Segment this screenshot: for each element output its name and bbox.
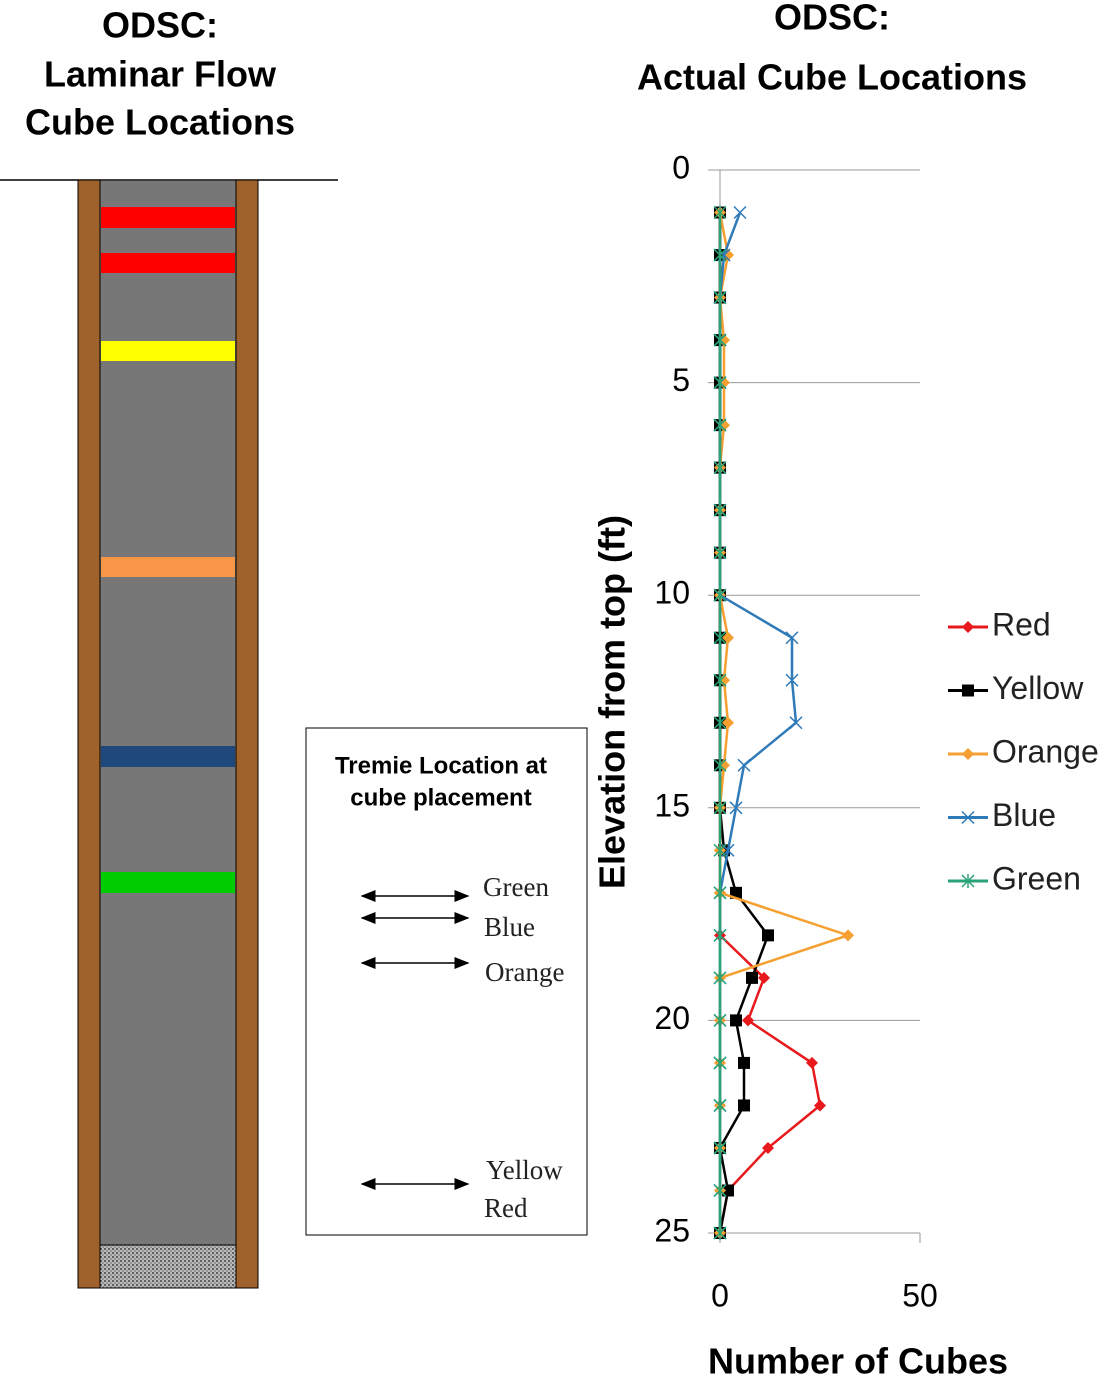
cube-band — [101, 557, 235, 577]
legend-marker — [961, 874, 975, 888]
marker — [746, 971, 758, 984]
cube-band — [101, 746, 235, 767]
tremie-label: Green — [483, 872, 549, 902]
diagram: ODSC: Laminar Flow Cube Locations Tremie… — [0, 5, 588, 1289]
legend-marker — [962, 748, 974, 760]
legend-label: Yellow — [992, 670, 1084, 706]
marker — [722, 1184, 734, 1197]
box-title: Tremie Location at — [335, 752, 547, 779]
gravel — [99, 1244, 237, 1289]
legend-label: Blue — [992, 797, 1056, 833]
marker — [730, 1014, 742, 1027]
y-tick-label: 15 — [654, 787, 690, 823]
series-line — [718, 212, 822, 1234]
marker — [713, 758, 727, 773]
marker — [733, 205, 747, 220]
x-tick-label: 0 — [711, 1277, 729, 1313]
cube-band — [101, 872, 235, 893]
marker — [713, 800, 727, 815]
marker — [742, 1014, 754, 1027]
legend-label: Orange — [992, 733, 1099, 769]
y-tick-label: 5 — [672, 362, 690, 398]
y-axis-title: Elevation from top (ft) — [592, 515, 633, 889]
box-title: cube placement — [350, 784, 531, 811]
tremie-label: Red — [484, 1193, 528, 1223]
marker — [806, 1056, 818, 1069]
diagram-title: Cube Locations — [25, 102, 295, 143]
marker — [713, 885, 727, 900]
marker — [762, 1141, 774, 1154]
legend-label: Green — [992, 860, 1081, 896]
cube-band — [101, 253, 235, 273]
marker — [713, 673, 727, 688]
marker — [785, 631, 799, 645]
marker — [713, 290, 727, 305]
legend-marker — [962, 621, 974, 633]
y-tick-label: 20 — [654, 1000, 690, 1036]
marker — [713, 715, 727, 730]
legend-label: Red — [992, 606, 1051, 642]
marker — [713, 545, 727, 560]
marker — [713, 588, 727, 603]
marker — [814, 1099, 826, 1112]
x-tick-label: 50 — [902, 1277, 938, 1313]
diagram-title: Laminar Flow — [44, 54, 277, 95]
chart-title: Actual Cube Locations — [637, 57, 1027, 98]
marker — [713, 1183, 727, 1198]
marker — [737, 758, 751, 772]
marker — [713, 630, 727, 645]
tremie-label: Orange — [485, 957, 564, 987]
marker — [713, 333, 727, 348]
casing-wall — [77, 179, 101, 1289]
marker — [729, 801, 743, 815]
tremie-label: Yellow — [486, 1155, 563, 1185]
y-tick-label: 25 — [654, 1212, 690, 1248]
marker — [713, 1098, 727, 1113]
marker — [738, 1099, 750, 1112]
y-tick-label: 10 — [654, 575, 690, 611]
marker — [762, 929, 774, 942]
marker — [713, 843, 727, 858]
marker — [713, 1055, 727, 1070]
chart-title: ODSC: — [774, 0, 890, 38]
marker — [713, 460, 727, 475]
marker — [789, 716, 803, 730]
tremie-label: Blue — [484, 912, 535, 942]
shaft — [99, 179, 237, 1246]
x-axis-title: Number of Cubes — [708, 1341, 1008, 1382]
casing-wall — [235, 179, 259, 1289]
diagram-title: ODSC: — [102, 5, 218, 46]
legend-marker — [962, 684, 974, 697]
marker — [713, 375, 727, 390]
marker — [713, 248, 727, 263]
marker — [713, 1226, 727, 1240]
cube-band — [101, 207, 235, 228]
marker — [713, 418, 727, 433]
chart: ODSC: Actual Cube Locations Number of Cu… — [592, 0, 1099, 1382]
marker — [738, 1056, 750, 1069]
marker — [842, 929, 854, 942]
marker — [785, 673, 799, 687]
marker — [730, 886, 742, 899]
y-tick-label: 0 — [672, 149, 690, 185]
cube-band — [101, 341, 235, 361]
marker — [713, 205, 727, 220]
marker — [713, 503, 727, 518]
marker — [713, 970, 727, 985]
marker — [722, 716, 734, 729]
series-line — [718, 212, 852, 1233]
legend-marker — [961, 810, 975, 825]
marker — [713, 1013, 727, 1028]
marker — [713, 1140, 727, 1155]
marker — [722, 631, 734, 644]
marker — [713, 928, 727, 943]
marker — [758, 971, 770, 984]
tremie-box — [305, 727, 588, 1236]
